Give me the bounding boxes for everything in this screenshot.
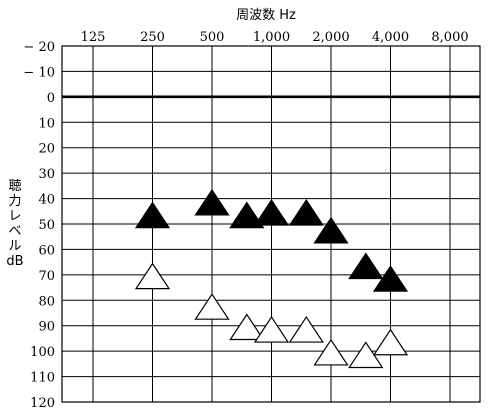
filled-triangle-marker — [134, 201, 171, 229]
x-axis-ticks: 125 250 500 1,000 2,000 4,000 8,000 — [81, 30, 469, 45]
x-tick-label: 125 — [81, 30, 106, 45]
y-tick-label: 40 — [38, 193, 55, 208]
filled-triangle-marker — [348, 252, 384, 280]
y-axis-ticks: − 20 − 10 0 10 20 30 40 50 60 70 80 90 100 110 120 — [23, 40, 55, 411]
x-tick-label: 250 — [140, 30, 165, 45]
x-tick-label: 2,000 — [312, 30, 349, 45]
y-tick-label: 100 — [30, 345, 55, 360]
y-tick-label: 50 — [38, 218, 55, 233]
y-tick-label: 20 — [38, 142, 55, 157]
open-triangle-marker — [229, 313, 265, 341]
filled-triangle-marker — [372, 265, 409, 292]
chart-title: 周波数 Hz — [236, 8, 296, 23]
filled-triangle-marker — [313, 216, 349, 244]
y-tick-label: 10 — [38, 116, 55, 131]
open-triangle-marker — [253, 315, 290, 343]
open-triangle-marker — [288, 315, 324, 343]
y-tick-label: 30 — [38, 167, 55, 182]
filled-triangle-marker — [229, 201, 265, 229]
y-tick-label: 120 — [30, 396, 55, 411]
y-tick-label: 0 — [47, 91, 55, 106]
y-axis-label-char: 聴 — [8, 179, 21, 194]
y-axis-label-char: レ — [8, 209, 21, 224]
x-tick-label: 4,000 — [372, 30, 409, 45]
open-triangle-marker — [313, 338, 349, 366]
y-axis-label-char: ル — [8, 239, 21, 254]
x-tick-label: 1,000 — [253, 30, 290, 45]
y-tick-label: 110 — [30, 371, 55, 386]
filled-triangle-marker — [194, 188, 230, 216]
y-tick-label: 60 — [38, 243, 55, 258]
x-tick-label: 500 — [200, 30, 225, 45]
y-tick-label: 70 — [38, 269, 55, 284]
filled-triangle-marker — [288, 198, 324, 226]
y-axis-label-char: ベ — [8, 224, 21, 239]
grid — [61, 45, 481, 403]
open-triangle-marker — [194, 293, 230, 320]
open-triangle-marker — [134, 262, 171, 290]
y-tick-label: − 10 — [23, 65, 55, 80]
data-markers — [134, 188, 409, 369]
y-tick-label: − 20 — [23, 40, 55, 55]
y-tick-label: 90 — [38, 320, 55, 335]
y-axis-label-char: dB — [6, 254, 23, 269]
x-tick-label: 8,000 — [431, 30, 468, 45]
y-axis-label-char: 力 — [8, 194, 21, 209]
filled-triangle-marker — [253, 198, 290, 226]
open-triangle-marker — [372, 328, 409, 356]
y-tick-label: 80 — [38, 294, 55, 309]
